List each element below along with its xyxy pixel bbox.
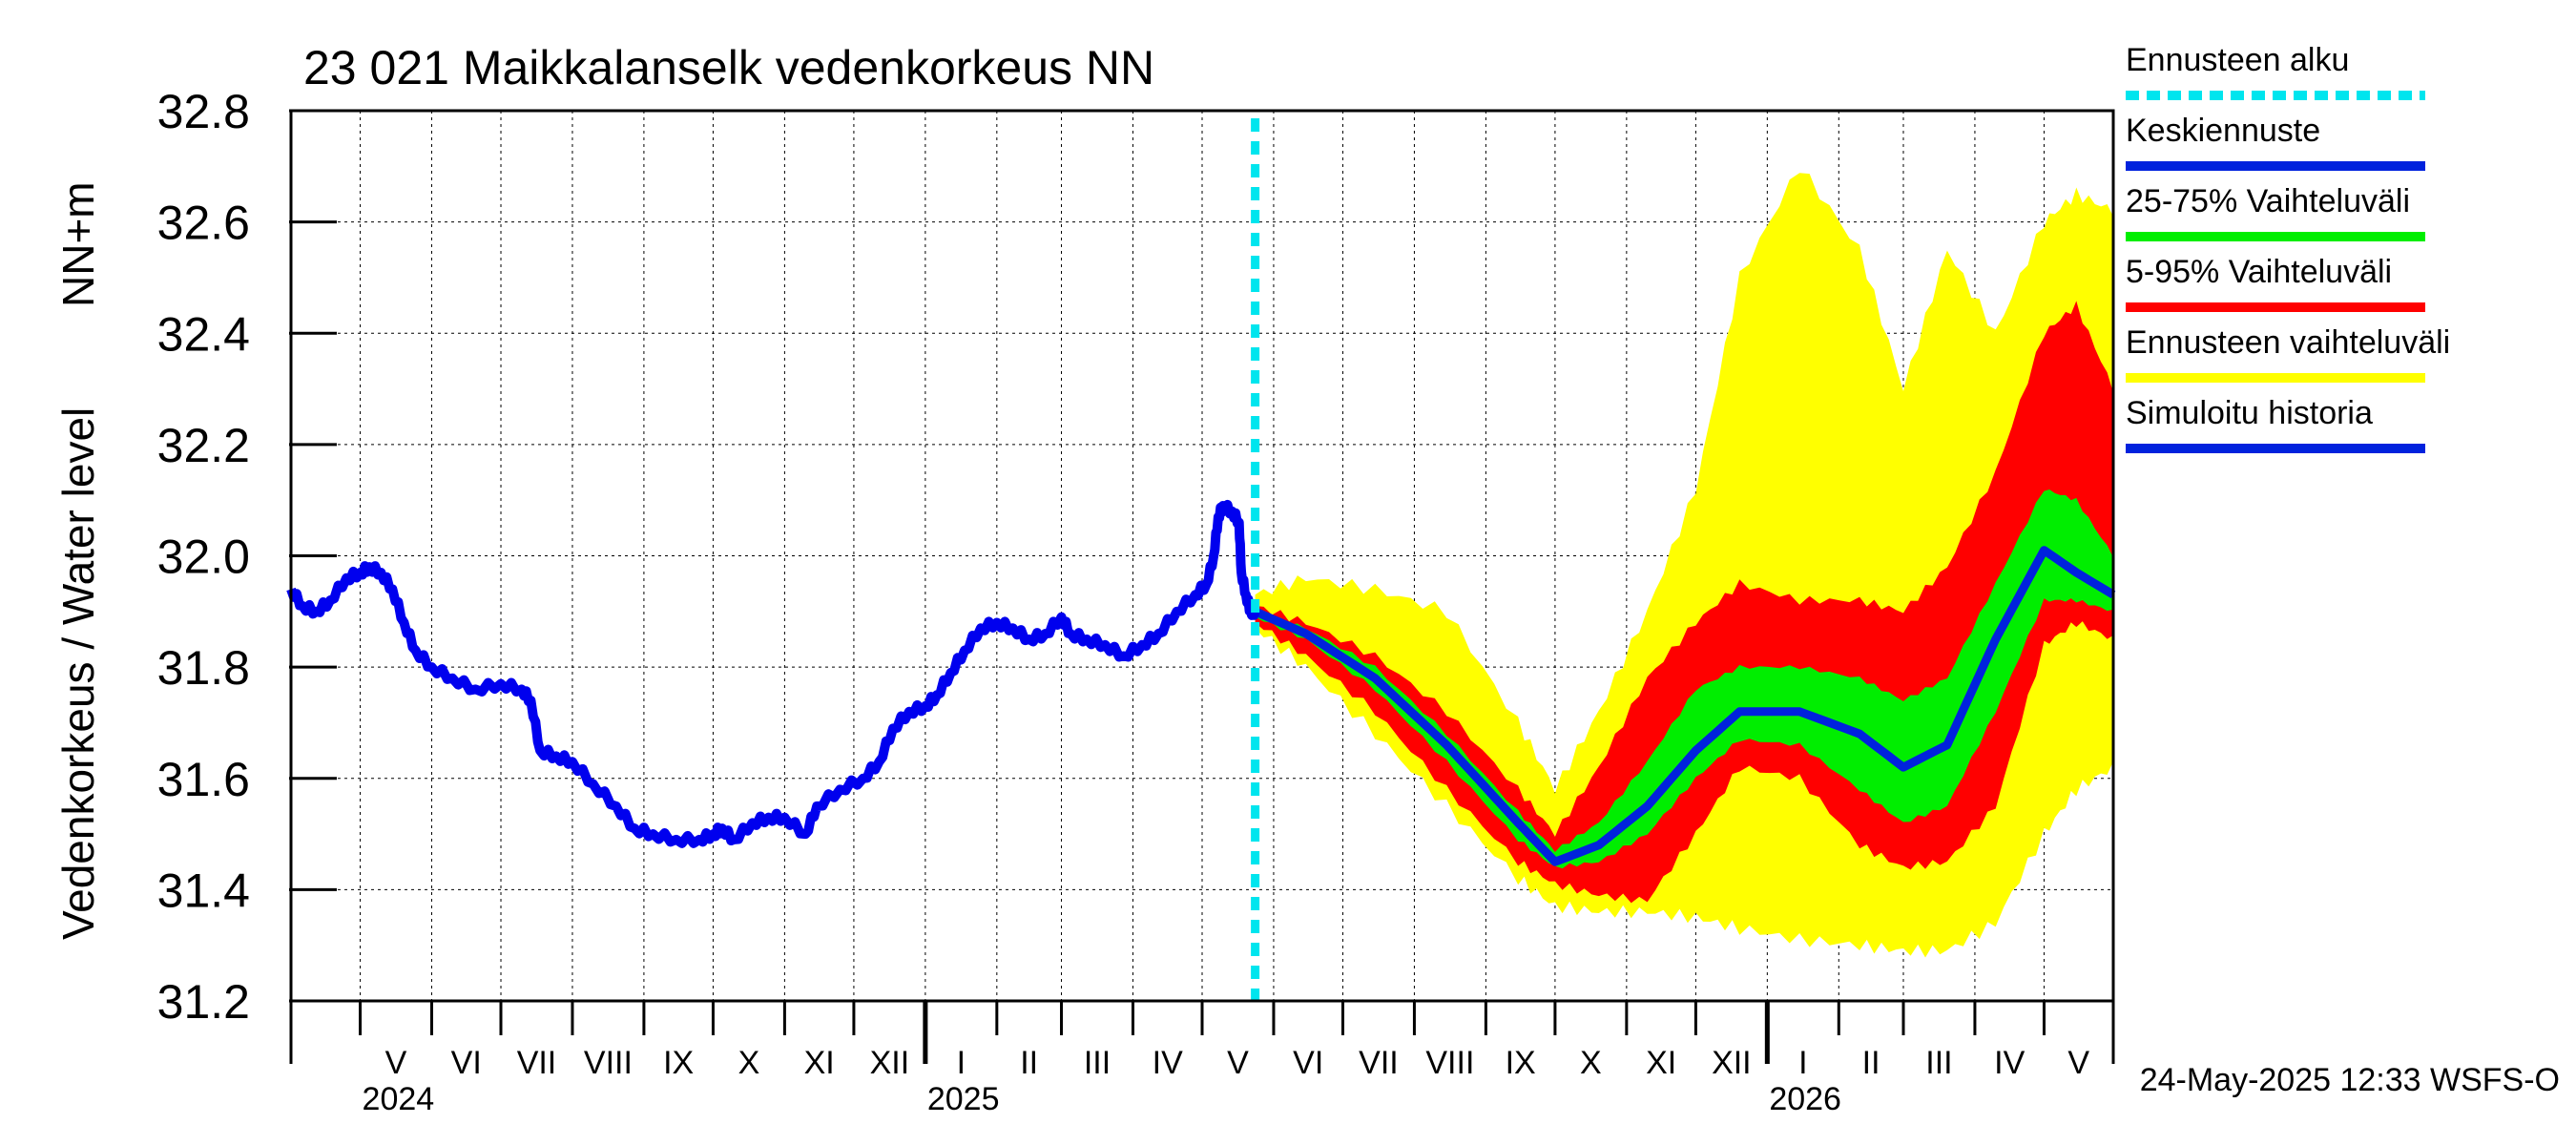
year-label: 2024 [363, 1081, 435, 1117]
month-label: IV [1153, 1045, 1183, 1081]
month-label: VI [1293, 1045, 1323, 1081]
month-label: XI [1646, 1045, 1676, 1081]
y-axis-unit: NN+m [53, 181, 103, 307]
y-axis: 31.2 31.4 31.6 31.8 32.0 32.2 32.4 32.6 32.8 [157, 85, 337, 1029]
legend: Ennusteen alku Keskiennuste 25-75% Vaihtel… [2126, 42, 2450, 453]
month-label: I [957, 1045, 966, 1081]
y-tick-label: 32.0 [157, 531, 250, 584]
month-label: II [1020, 1045, 1038, 1081]
month-label: III [1084, 1045, 1111, 1081]
month-label: XII [870, 1045, 910, 1081]
y-tick-label: 31.6 [157, 753, 250, 806]
y-tick-label: 32.6 [157, 197, 250, 250]
month-label: IX [1506, 1045, 1536, 1081]
legend-label: Ennusteen vaihteluväli [2126, 324, 2450, 361]
month-label: VIII [584, 1045, 633, 1081]
chart-title: 23 021 Maikkalanselk vedenkorkeus NN [303, 41, 1154, 94]
y-tick-label: 31.2 [157, 975, 250, 1029]
legend-label: 25-75% Vaihteluväli [2126, 183, 2410, 219]
year-label: 2025 [927, 1081, 1000, 1117]
y-tick-label: 32.2 [157, 419, 250, 472]
month-label: X [738, 1045, 760, 1081]
month-label: XI [804, 1045, 835, 1081]
legend-label: Simuloitu historia [2126, 395, 2373, 431]
month-label: V [2067, 1045, 2089, 1081]
month-label: IX [663, 1045, 694, 1081]
history-line [286, 499, 1260, 848]
month-label: VII [1359, 1045, 1399, 1081]
month-label: IV [1994, 1045, 2025, 1081]
legend-label: 5-95% Vaihteluväli [2126, 254, 2392, 290]
forecast-bands [1255, 173, 2113, 958]
y-tick-label: 32.8 [157, 85, 250, 138]
y-tick-label: 31.4 [157, 864, 250, 917]
legend-label: Keskiennuste [2126, 113, 2320, 149]
y-axis-label: Vedenkorkeus / Water level [53, 407, 103, 940]
y-tick-label: 31.8 [157, 641, 250, 695]
year-label: 2026 [1769, 1081, 1841, 1117]
x-axis: V VI VII VIII IX X XI XII I II III IV V VI VII VIII IX X X… [289, 1001, 2115, 1117]
month-label: III [1925, 1045, 1952, 1081]
series-lines [286, 118, 2116, 1001]
month-label: V [385, 1045, 407, 1081]
y-tick-label: 32.4 [157, 307, 250, 361]
footer-timestamp: 24-May-2025 12:33 WSFS-O [2140, 1062, 2560, 1098]
month-label: VI [451, 1045, 482, 1081]
month-label: II [1862, 1045, 1880, 1081]
legend-label: Ennusteen alku [2126, 42, 2349, 78]
month-label: XII [1712, 1045, 1752, 1081]
month-label: VII [517, 1045, 557, 1081]
month-label: V [1227, 1045, 1249, 1081]
month-label: VIII [1425, 1045, 1474, 1081]
month-label: X [1580, 1045, 1602, 1081]
month-label: I [1798, 1045, 1807, 1081]
median-forecast-line [1253, 546, 2116, 866]
